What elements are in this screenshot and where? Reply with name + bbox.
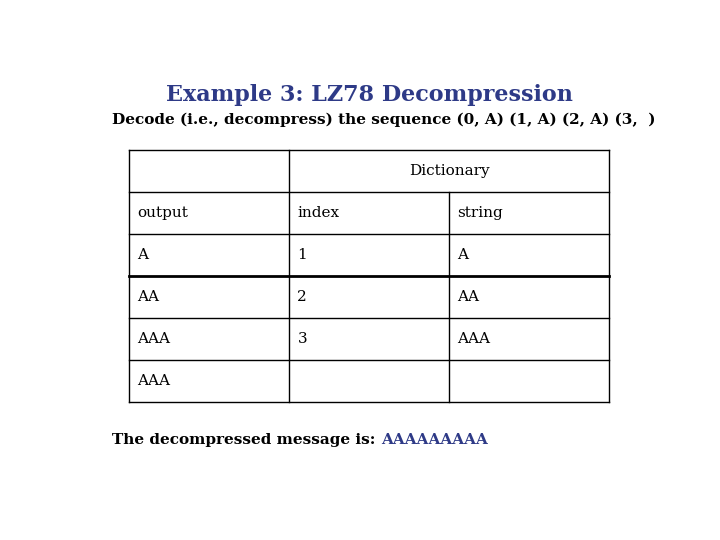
Text: A: A bbox=[457, 248, 468, 262]
Text: 2: 2 bbox=[297, 290, 307, 304]
Text: 1: 1 bbox=[297, 248, 307, 262]
Text: string: string bbox=[457, 206, 503, 220]
Text: Decode (i.e., decompress) the sequence (0, A) (1, A) (2, A) (3,  ): Decode (i.e., decompress) the sequence (… bbox=[112, 113, 656, 127]
Text: index: index bbox=[297, 206, 340, 220]
Text: The decompressed message is:: The decompressed message is: bbox=[112, 433, 381, 447]
Text: AA: AA bbox=[138, 290, 159, 304]
Text: AAA: AAA bbox=[138, 374, 171, 388]
Text: AAA: AAA bbox=[138, 332, 171, 346]
Text: Dictionary: Dictionary bbox=[409, 164, 490, 178]
Text: Example 3: LZ78 Decompression: Example 3: LZ78 Decompression bbox=[166, 84, 572, 105]
Text: A: A bbox=[138, 248, 148, 262]
Text: 3: 3 bbox=[297, 332, 307, 346]
Text: AAA: AAA bbox=[457, 332, 490, 346]
Text: output: output bbox=[138, 206, 189, 220]
Text: AAAAAAAAA: AAAAAAAAA bbox=[381, 433, 488, 447]
Text: AA: AA bbox=[457, 290, 480, 304]
